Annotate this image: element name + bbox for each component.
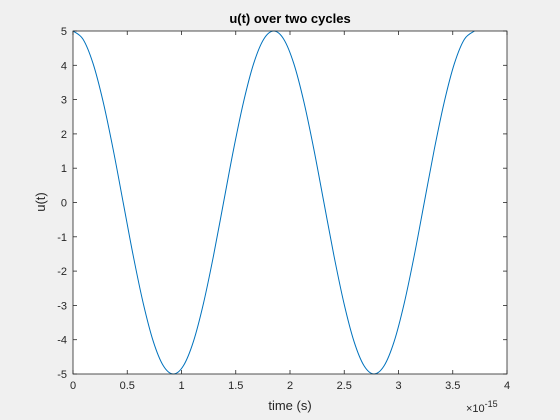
y-axis-label: u(t) — [33, 192, 48, 212]
x-tick-label: 0.5 — [120, 380, 135, 392]
y-tick-label: 2 — [61, 129, 67, 141]
x-tick-label: 0 — [70, 380, 76, 392]
y-tick-label: 3 — [61, 95, 67, 107]
x-tick-label: 2 — [287, 380, 293, 392]
y-tick-label: 0 — [61, 198, 67, 210]
y-tick-label: 4 — [61, 60, 67, 72]
y-tick-label: -3 — [57, 300, 67, 312]
y-tick-label: 5 — [61, 26, 67, 38]
y-tick-label: -4 — [57, 335, 67, 347]
chart-title: u(t) over two cycles — [229, 11, 350, 26]
x-exponent-label: ×10-15 — [466, 399, 498, 415]
x-tick-label: 1.5 — [228, 380, 243, 392]
plot-border — [72, 30, 508, 375]
x-tick-label: 3.5 — [445, 380, 460, 392]
x-tick-label: 2.5 — [337, 380, 352, 392]
y-tick-label: -2 — [57, 266, 67, 278]
y-tick-label: 1 — [61, 163, 67, 175]
y-tick-label: -1 — [57, 232, 67, 244]
x-tick-label: 4 — [504, 380, 510, 392]
x-tick-label: 1 — [178, 380, 184, 392]
y-tick-label: -5 — [57, 369, 67, 381]
plot-area — [73, 31, 507, 374]
x-exponent-power: -15 — [485, 399, 498, 409]
tick-labels: 0 0.5 1 1.5 2 2.5 3 3.5 4 5 4 3 2 1 0 -1 -2 -3 -4 -5 — [57, 26, 510, 392]
x-tick-label: 3 — [395, 380, 401, 392]
x-exponent-base: ×10 — [466, 403, 485, 415]
x-axis-label: time (s) — [268, 398, 311, 413]
